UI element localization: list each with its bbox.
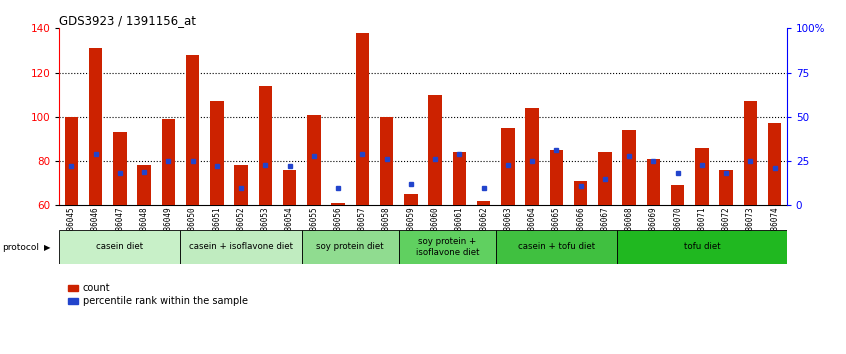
Text: ▶: ▶: [44, 243, 51, 252]
Text: soy protein +
isoflavone diet: soy protein + isoflavone diet: [415, 237, 479, 257]
Bar: [744, 101, 757, 205]
Bar: [617, 230, 787, 264]
Bar: [162, 119, 175, 205]
Bar: [113, 132, 127, 205]
Bar: [574, 181, 587, 205]
Bar: [283, 170, 296, 205]
Bar: [186, 55, 200, 205]
Bar: [453, 152, 466, 205]
Bar: [496, 230, 617, 264]
Bar: [89, 48, 102, 205]
Bar: [259, 86, 272, 205]
Bar: [332, 203, 345, 205]
Bar: [404, 194, 418, 205]
Bar: [355, 33, 369, 205]
Bar: [234, 165, 248, 205]
Bar: [302, 230, 398, 264]
Bar: [64, 117, 78, 205]
Bar: [477, 201, 491, 205]
Bar: [550, 150, 563, 205]
Text: protocol: protocol: [2, 243, 39, 252]
Bar: [59, 230, 180, 264]
Bar: [428, 95, 442, 205]
Bar: [719, 170, 733, 205]
Bar: [307, 115, 321, 205]
Bar: [180, 230, 302, 264]
Bar: [525, 108, 539, 205]
Legend: count, percentile rank within the sample: count, percentile rank within the sample: [64, 280, 251, 310]
Bar: [695, 148, 709, 205]
Text: casein diet: casein diet: [96, 242, 144, 251]
Text: GDS3923 / 1391156_at: GDS3923 / 1391156_at: [59, 14, 196, 27]
Bar: [768, 124, 782, 205]
Bar: [598, 152, 612, 205]
Bar: [398, 230, 496, 264]
Text: casein + isoflavone diet: casein + isoflavone diet: [190, 242, 293, 251]
Bar: [137, 165, 151, 205]
Text: casein + tofu diet: casein + tofu diet: [518, 242, 595, 251]
Bar: [380, 117, 393, 205]
Text: soy protein diet: soy protein diet: [316, 242, 384, 251]
Text: tofu diet: tofu diet: [684, 242, 720, 251]
Bar: [671, 185, 684, 205]
Bar: [210, 101, 223, 205]
Bar: [623, 130, 636, 205]
Bar: [646, 159, 660, 205]
Bar: [501, 128, 514, 205]
